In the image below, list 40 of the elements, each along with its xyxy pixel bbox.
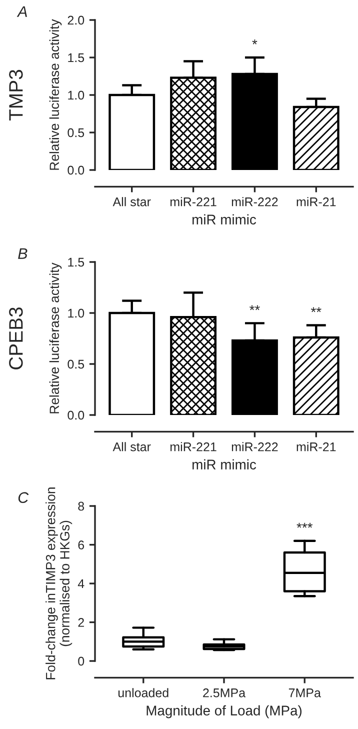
y-tick-label: 4 <box>78 579 84 588</box>
annotation: ** <box>310 307 322 312</box>
y-tick-label: 0.0 <box>68 410 84 420</box>
y-tick-label: 1.5 <box>68 258 84 267</box>
text: TMP3 <box>9 70 23 120</box>
y-axis-title: Relative luciferase activity <box>49 262 62 414</box>
x-tick-label: miR-221 <box>170 197 216 206</box>
x-tick-label: miR-222 <box>232 442 278 452</box>
x-tick-label: unloaded <box>118 688 168 698</box>
x-tick-label: 2.5MPa <box>203 688 246 698</box>
y-tick-label: 2 <box>78 618 84 627</box>
y-tick-label: 0 <box>78 656 84 666</box>
x-axis-title: Magnitude of Load (MPa) <box>146 705 302 718</box>
annotation: ** <box>250 305 260 310</box>
y-axis-title: Fold-change inTIMP3 expression (normalised to HKGs) <box>46 488 72 680</box>
y-tick-label: 1.0 <box>68 308 84 318</box>
y-tick-label: 2.0 <box>68 16 84 25</box>
x-tick-label: 7MPa <box>288 688 321 698</box>
y-tick-label: 1.5 <box>68 53 84 62</box>
y-tick-label: 6 <box>78 540 84 550</box>
x-axis-title: miR mimic <box>192 459 256 470</box>
x-tick-label: All star <box>112 197 151 206</box>
x-axis-title: miR mimic <box>192 214 256 224</box>
x-tick-label: miR-221 <box>170 442 216 452</box>
y-tick-label: 0.5 <box>68 128 84 138</box>
text: CPEB3 <box>9 307 23 370</box>
annotation: *** <box>296 522 313 528</box>
chart-title: B <box>18 248 28 259</box>
chart-title: C <box>18 492 29 503</box>
x-tick-label: All star <box>112 442 151 452</box>
y-tick-label: 8 <box>78 502 84 511</box>
chart-title: A <box>16 6 27 17</box>
annotation: * <box>252 40 258 44</box>
y-tick-label: 1.0 <box>68 90 84 100</box>
x-tick-label: miR-21 <box>296 442 336 452</box>
y-tick-label: 0.0 <box>68 166 84 175</box>
x-tick-label: miR-21 <box>296 197 336 206</box>
x-tick-label: miR-222 <box>232 197 278 206</box>
y-tick-label: 0.5 <box>68 360 84 369</box>
y-axis-title: Relative luciferase activity <box>49 19 62 170</box>
